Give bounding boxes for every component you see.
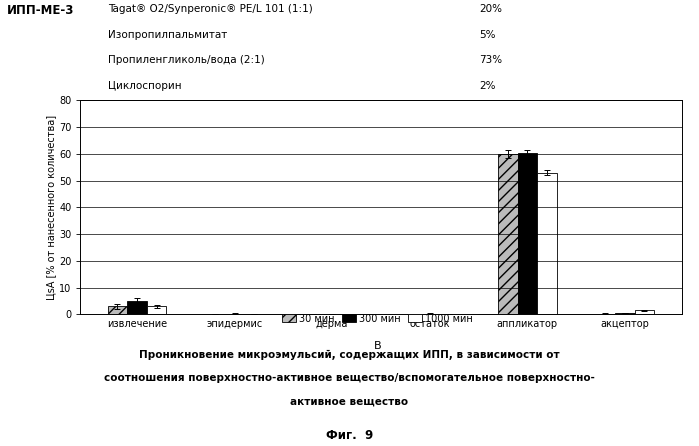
Text: соотношения поверхностно-активное вещество/вспомогательное поверхностно-: соотношения поверхностно-активное вещест… [104, 373, 595, 383]
Text: 2%: 2% [479, 81, 496, 91]
Text: Tagat® O2/Synperonic® PE/L 101 (1:1): Tagat® O2/Synperonic® PE/L 101 (1:1) [108, 4, 313, 14]
Text: 5%: 5% [479, 30, 496, 40]
Bar [635, 310, 654, 314]
Text: Изопропилпальмитат: Изопропилпальмитат [108, 30, 228, 40]
Bar [127, 301, 147, 314]
Bar [108, 306, 127, 314]
Bar [147, 306, 166, 314]
Bar [517, 153, 537, 314]
Text: ИПП-МЕ-3: ИПП-МЕ-3 [7, 4, 74, 17]
Text: В: В [374, 341, 381, 351]
Text: активное вещество: активное вещество [291, 396, 408, 406]
Text: Фиг.  9: Фиг. 9 [326, 429, 373, 442]
Bar [615, 313, 635, 314]
Text: 20%: 20% [479, 4, 502, 14]
Text: 73%: 73% [479, 55, 502, 65]
Legend: 30 мин, 300 мин, 1000 мин: 30 мин, 300 мин, 1000 мин [279, 310, 476, 327]
Text: Циклоспорин: Циклоспорин [108, 81, 182, 91]
Y-axis label: ЦsA [% от нанесенного количества]: ЦsA [% от нанесенного количества] [46, 115, 56, 300]
Bar [537, 173, 556, 314]
Text: Пропиленгликоль/вода (2:1): Пропиленгликоль/вода (2:1) [108, 55, 265, 65]
Bar [498, 154, 517, 314]
Text: Проникновение микроэмульсий, содержащих ИПП, в зависимости от: Проникновение микроэмульсий, содержащих … [139, 350, 560, 360]
